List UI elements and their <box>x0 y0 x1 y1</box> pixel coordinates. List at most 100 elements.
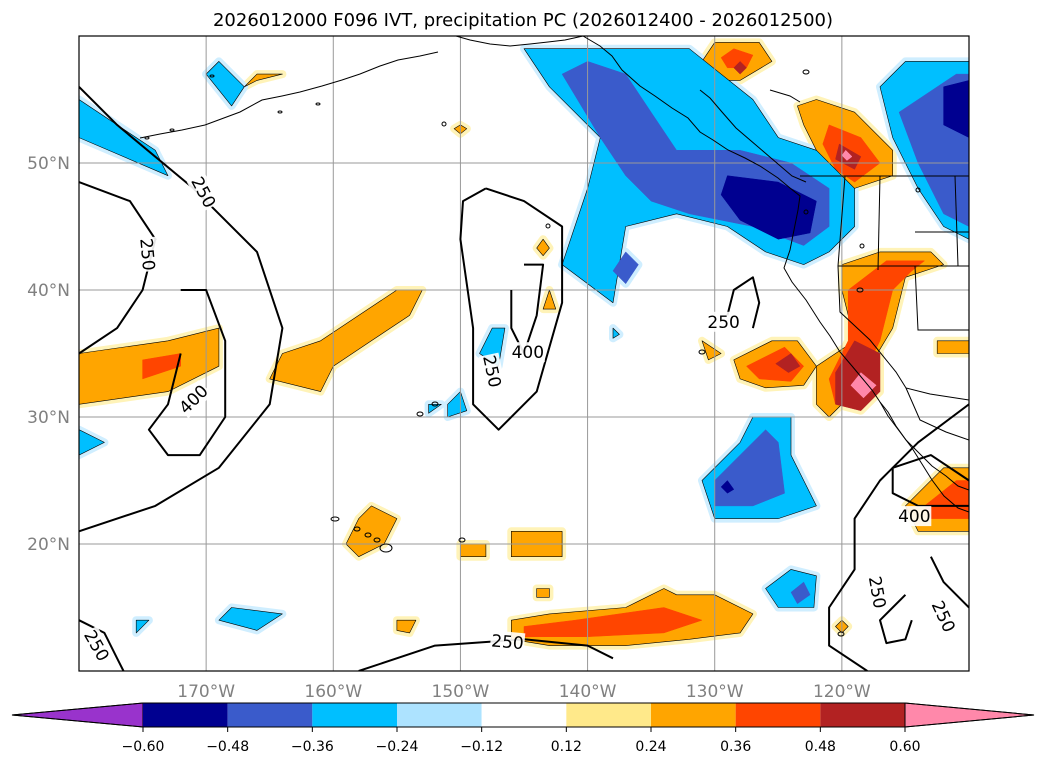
pc-region <box>612 327 620 339</box>
island <box>315 102 321 106</box>
contour-label-text: 250 <box>135 237 158 271</box>
ivt-contour-layer <box>79 86 969 671</box>
ivt-contour <box>930 556 969 609</box>
colorbar-segment <box>481 703 567 727</box>
contour-label: 250 <box>135 236 160 273</box>
colorbar-segment <box>397 703 482 727</box>
ivt-contour <box>891 454 969 507</box>
colorbar-tick-label: −0.60 <box>122 739 165 755</box>
colorbar: −0.60 −0.48 −0.36 −0.24 −0.12 0.12 0.24 0.36 0.4… <box>11 702 1035 755</box>
colorbar-segment <box>312 703 397 727</box>
pc-region <box>835 340 881 411</box>
contour-label-text: 400 <box>898 507 930 527</box>
contour-label-bg <box>897 506 932 527</box>
coastline <box>914 265 969 331</box>
island <box>803 209 809 215</box>
pc-region <box>244 73 283 88</box>
island <box>277 110 283 114</box>
island <box>353 526 361 532</box>
pc-region <box>218 607 283 631</box>
colorbar-tick-label: −0.24 <box>376 739 419 755</box>
ivt-contour <box>459 187 564 431</box>
chart-title: 2026012000 F096 IVT, precipitation PC (2… <box>213 10 833 31</box>
pc-region <box>775 353 801 373</box>
coastline <box>699 89 807 183</box>
island <box>416 411 424 417</box>
island <box>169 128 175 132</box>
colorbar-tick-label: −0.36 <box>291 739 334 755</box>
colorbar-tick-label: 0.48 <box>805 739 836 755</box>
colorbar-tick-label: 0.36 <box>720 739 751 755</box>
pc-region <box>542 289 557 310</box>
pc-region <box>79 99 169 176</box>
tick-label-lon: 140°W <box>559 682 617 702</box>
colorbar-segment <box>651 703 736 727</box>
contour-label-text: 400 <box>512 343 544 363</box>
contour-label-bg <box>489 630 526 654</box>
contour-label: 250 <box>489 630 526 654</box>
island <box>441 121 447 127</box>
ivt-contour <box>147 289 227 457</box>
pc-region <box>720 480 735 494</box>
coastline-layer <box>139 36 969 637</box>
pc-region <box>720 175 817 240</box>
colorbar-tick-label: 0.60 <box>889 739 920 755</box>
colorbar-segment <box>143 703 228 727</box>
coastline <box>877 175 881 271</box>
pc-region <box>536 588 550 598</box>
tick-label-lat: 40°N <box>27 281 70 301</box>
pc-region <box>460 543 487 558</box>
pc-region <box>850 372 877 399</box>
contour-label: 250 <box>478 352 506 391</box>
coastline <box>879 401 969 513</box>
coastline <box>769 89 801 103</box>
island <box>837 631 845 637</box>
pc-region <box>943 80 969 138</box>
pc-region <box>733 61 747 75</box>
island <box>915 187 921 193</box>
ivt-contour <box>879 594 913 645</box>
tick-label-lat: 30°N <box>27 408 70 428</box>
pc-region <box>79 429 105 456</box>
pc-region <box>428 403 442 414</box>
coastline <box>204 51 439 126</box>
contour-label: 400 <box>897 506 932 527</box>
tick-label-lon: 120°W <box>813 682 871 702</box>
coastline <box>954 175 959 267</box>
pc-region <box>841 150 853 161</box>
contour-label-bg <box>79 625 114 666</box>
pc-region <box>936 340 969 354</box>
tick-label-lat: 20°N <box>27 535 70 555</box>
colorbar-extend-high <box>904 702 1035 728</box>
island <box>364 532 372 538</box>
colorbar-extend-low <box>11 702 144 728</box>
contour-label-bg <box>136 236 160 273</box>
contour-label-text: 250 <box>707 313 739 333</box>
island <box>856 287 864 293</box>
island <box>802 69 810 75</box>
contour-label-bg <box>174 380 213 419</box>
colorbar-tick-label: 0.24 <box>635 739 666 755</box>
pc-region <box>142 353 181 380</box>
ivt-contour <box>726 276 761 329</box>
contour-label: 400 <box>510 342 545 363</box>
tick-label-lat: 50°N <box>27 154 70 174</box>
tick-label-lon: 160°W <box>304 682 362 702</box>
pc-region <box>396 619 417 634</box>
ivt-contour <box>828 403 969 671</box>
island <box>698 349 706 355</box>
island <box>379 543 393 553</box>
axis-tick-labels: 170°W 160°W 150°W 140°W 130°W 120°W 50°N 40°N 30… <box>27 154 871 702</box>
colorbar-tick-label: 0.12 <box>551 739 582 755</box>
ivt-contour <box>510 263 545 355</box>
pc-region <box>135 619 150 634</box>
map-frame <box>78 35 970 672</box>
pc-region <box>523 607 703 637</box>
colorbar-segment <box>820 703 905 727</box>
contour-label-bg <box>864 573 891 611</box>
colorbar-segment <box>566 703 651 727</box>
pc-region <box>205 61 245 107</box>
colorbar-tick-label: −0.12 <box>460 739 503 755</box>
colorbar-segment <box>227 703 313 727</box>
